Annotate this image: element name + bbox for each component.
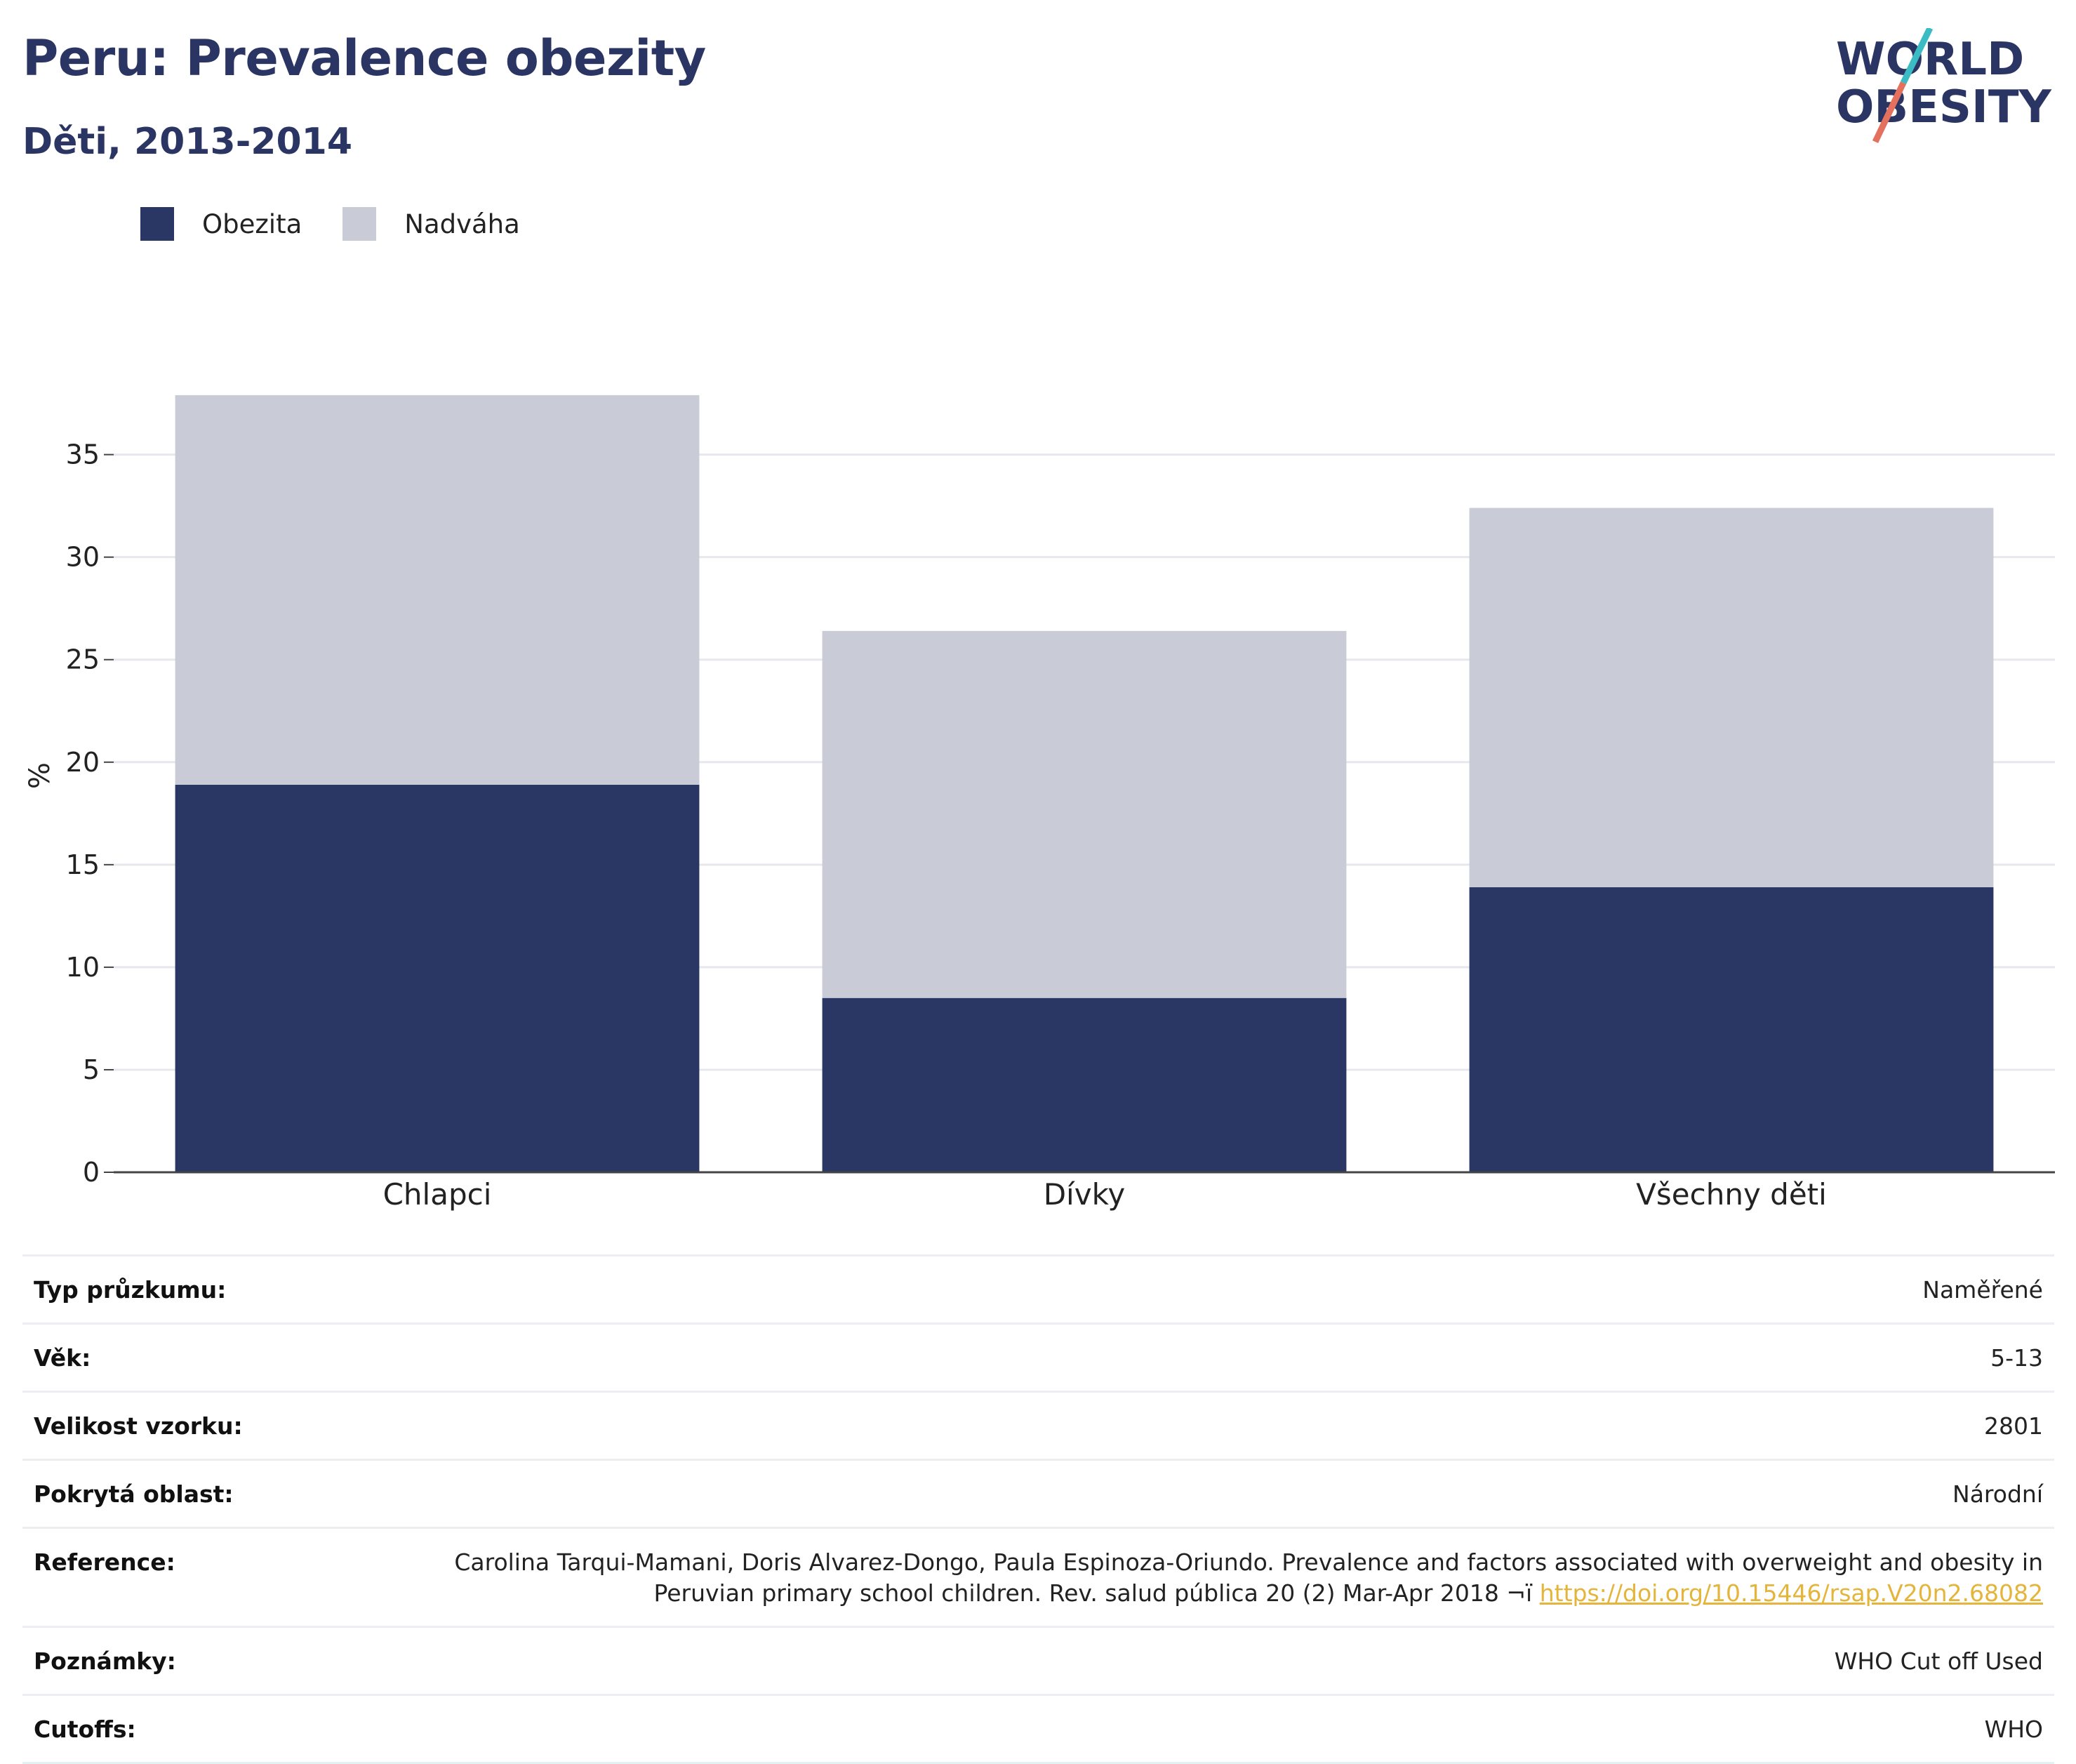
meta-row-notes: Poznámky: WHO Cut off Used bbox=[22, 1626, 2054, 1694]
axes: 0 5 10 15 20 25 30 35 Chlapci Dívky Všechny děti% bbox=[24, 439, 2055, 1212]
legend-item-obesity: Obezita bbox=[140, 207, 302, 241]
legend-label-overweight: Nadváha bbox=[404, 208, 520, 239]
meta-key: Poznámky: bbox=[34, 1647, 176, 1675]
chart-legend: Obezita Nadváha bbox=[140, 207, 561, 241]
meta-key: Reference: bbox=[34, 1549, 175, 1576]
legend-swatch-overweight bbox=[342, 207, 377, 241]
meta-row-area: Pokrytá oblast: Národní bbox=[22, 1459, 2054, 1527]
meta-row-survey-type: Typ průzkumu: Naměřené bbox=[22, 1254, 2054, 1322]
legend-label-obesity: Obezita bbox=[202, 208, 302, 239]
bars bbox=[175, 394, 1994, 1172]
y-tick-label: 30 bbox=[66, 542, 100, 573]
chart-title: Peru: Prevalence obezity bbox=[22, 29, 706, 87]
bar-overweight-1 bbox=[822, 630, 1347, 998]
meta-value: Naměřené bbox=[1922, 1276, 2043, 1304]
metadata-table: Typ průzkumu: Naměřené Věk: 5-13 Velikos… bbox=[22, 1254, 2054, 1764]
legend-swatch-obesity bbox=[140, 207, 174, 241]
bar-overweight-2 bbox=[1469, 508, 1994, 887]
y-tick-label: 5 bbox=[83, 1054, 100, 1085]
bar-obesity-0 bbox=[175, 784, 700, 1172]
bar-overweight-0 bbox=[175, 394, 700, 785]
y-tick-label: 25 bbox=[66, 644, 100, 675]
meta-value: 5-13 bbox=[1990, 1344, 2043, 1372]
chart-subtitle: Děti, 2013-2014 bbox=[22, 121, 353, 163]
meta-key: Pokrytá oblast: bbox=[34, 1480, 234, 1508]
logo-line-2: OBESITY bbox=[1836, 81, 2051, 133]
y-tick-label: 15 bbox=[66, 849, 100, 880]
x-category-label: Dívky bbox=[1044, 1177, 1126, 1212]
y-tick-label: 20 bbox=[66, 747, 100, 778]
bar-obesity-1 bbox=[822, 997, 1347, 1172]
y-axis-label: % bbox=[24, 762, 56, 789]
reference-doi-link[interactable]: https://doi.org/10.15446/rsap.V20n2.6808… bbox=[1539, 1579, 2043, 1607]
meta-value-reference: Carolina Tarqui-Mamani, Doris Alvarez-Do… bbox=[359, 1547, 2043, 1609]
meta-value: 2801 bbox=[1984, 1412, 2043, 1440]
logo-line-1: WORLD bbox=[1836, 34, 2024, 86]
meta-row-reference: Reference: Carolina Tarqui-Mamani, Doris… bbox=[22, 1527, 2054, 1626]
meta-row-cutoffs: Cutoffs: WHO bbox=[22, 1694, 2054, 1764]
meta-key: Věk: bbox=[34, 1344, 91, 1372]
x-category-label: Všechny děti bbox=[1636, 1177, 1827, 1212]
meta-value: WHO Cut off Used bbox=[1834, 1647, 2043, 1675]
x-category-label: Chlapci bbox=[383, 1177, 492, 1212]
meta-value: WHO bbox=[1984, 1716, 2043, 1743]
logo-slash-coral bbox=[1872, 81, 1907, 143]
meta-key: Typ průzkumu: bbox=[34, 1276, 227, 1304]
y-tick-label: 35 bbox=[66, 439, 100, 470]
meta-key: Cutoffs: bbox=[34, 1716, 136, 1743]
meta-value: Národní bbox=[1952, 1480, 2043, 1508]
logo-slash-teal bbox=[1900, 28, 1934, 84]
meta-row-sample-size: Velikost vzorku: 2801 bbox=[22, 1391, 2054, 1459]
meta-key: Velikost vzorku: bbox=[34, 1412, 243, 1440]
bar-obesity-2 bbox=[1469, 887, 1994, 1172]
legend-item-overweight: Nadváha bbox=[342, 207, 520, 241]
stacked-bar-chart: 0 5 10 15 20 25 30 35 Chlapci Dívky Všechny děti% bbox=[24, 394, 2055, 1212]
y-tick-label: 10 bbox=[66, 952, 100, 983]
reference-text: Carolina Tarqui-Mamani, Doris Alvarez-Do… bbox=[454, 1549, 2043, 1607]
y-tick-label: 0 bbox=[83, 1157, 100, 1188]
meta-row-age: Věk: 5-13 bbox=[22, 1322, 2054, 1391]
world-obesity-logo: WORLD OBESITY bbox=[1836, 28, 2051, 143]
